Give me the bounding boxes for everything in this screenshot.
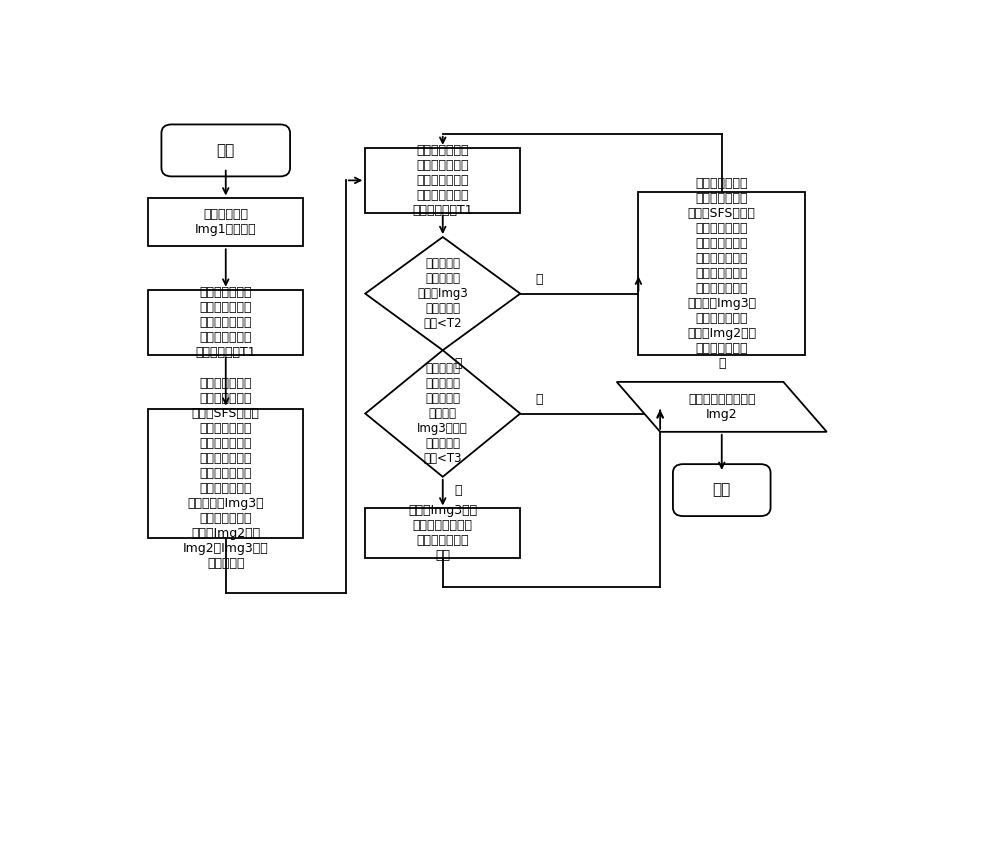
Polygon shape [617, 381, 827, 432]
Text: 直接用Img3中的
区域的深度信息，
赋值给当前帧的
区域: 直接用Img3中的 区域的深度信息， 赋值给当前帧的 区域 [408, 504, 477, 562]
FancyBboxPatch shape [161, 125, 290, 176]
Text: 开始: 开始 [217, 143, 235, 158]
Text: 当前帧的区
域中心位置
在宽和高方
向上，与
Img3的区域
中心值偏差
之和<T3: 当前帧的区 域中心位置 在宽和高方 向上，与 Img3的区域 中心值偏差 之和<… [417, 362, 468, 465]
Text: 输出带有深度信息的
Img2: 输出带有深度信息的 Img2 [688, 393, 756, 421]
Bar [148, 408, 303, 538]
Text: 否: 否 [536, 272, 543, 285]
Bar [148, 290, 303, 355]
Text: 对所有剩下的帧
采用水平集的方
式对每帧图片分
割区域，每个区
域面积至少为T1: 对所有剩下的帧 采用水平集的方 式对每帧图片分 割区域，每个区 域面积至少为T1 [412, 144, 473, 217]
Text: 是: 是 [454, 484, 462, 497]
Text: 对所有抽取的帧
采用水平集的方
式对每帧图片分
割区域，每个区
域面积至少为T1: 对所有抽取的帧 采用水平集的方 式对每帧图片分 割区域，每个区 域面积至少为T1 [195, 285, 256, 359]
Polygon shape [365, 237, 520, 350]
Text: 否: 否 [536, 393, 543, 406]
Text: 剩下的帧在
时间轴上与
上一个Img3
的帧的帧间
距离<T2: 剩下的帧在 时间轴上与 上一个Img3 的帧的帧间 距离<T2 [417, 257, 468, 330]
Bar [365, 148, 520, 213]
Bar [638, 192, 805, 356]
Bar [148, 198, 303, 247]
Bar [365, 509, 520, 559]
FancyBboxPatch shape [673, 465, 771, 516]
Text: 对每个区域采样
点，计算这些采
样点的SFS方法获
得的深度信息，
平均后，作为该
区域的整体深度
信息，并保存抽
取的帧为相对精
确的图片集Img3、
以及最: 对每个区域采样 点，计算这些采 样点的SFS方法获 得的深度信息， 平均后，作为… [183, 377, 269, 570]
Text: 抽取全部视频
Img1中的图片: 抽取全部视频 Img1中的图片 [195, 208, 257, 236]
Polygon shape [365, 350, 520, 477]
Text: 是: 是 [454, 357, 462, 370]
Text: 对每个区域采样
点，计算这些采
样点的SFS方法获
得的深度信息，
平均后，作为该
区域的整体深度
信息，并保存当
前帧为相对精确
的图片集Img3、
以及最后: 对每个区域采样 点，计算这些采 样点的SFS方法获 得的深度信息， 平均后，作为… [687, 177, 756, 370]
Text: 结束: 结束 [713, 483, 731, 497]
